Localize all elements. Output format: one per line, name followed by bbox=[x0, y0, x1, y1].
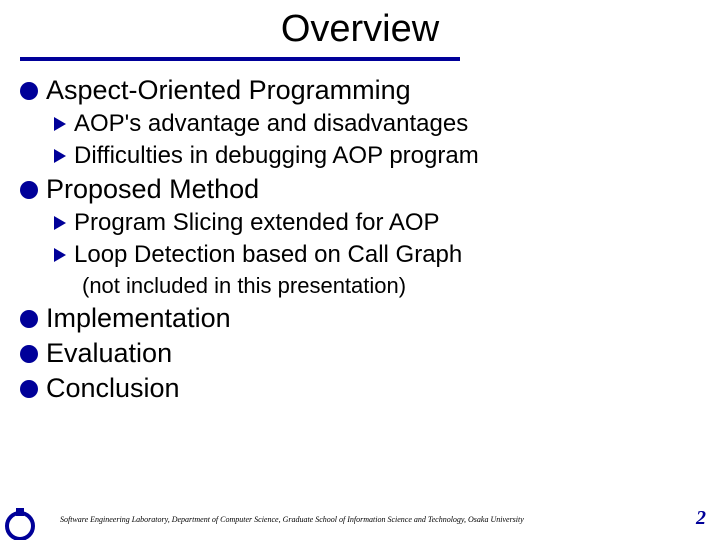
triangle-bullet-icon bbox=[54, 117, 66, 131]
l1-text: Proposed Method bbox=[46, 174, 259, 205]
l2-text: AOP's advantage and disadvantages bbox=[74, 110, 468, 138]
bullet-l1: Evaluation bbox=[20, 338, 720, 369]
circle-bullet-icon bbox=[20, 345, 38, 363]
l1-text: Conclusion bbox=[46, 373, 180, 404]
bullet-l2: Difficulties in debugging AOP program bbox=[54, 142, 720, 170]
triangle-bullet-icon bbox=[54, 149, 66, 163]
page-number: 2 bbox=[696, 507, 706, 530]
logo-icon bbox=[4, 508, 36, 540]
bullet-l2: Program Slicing extended for AOP bbox=[54, 209, 720, 237]
l2-text: Difficulties in debugging AOP program bbox=[74, 142, 479, 170]
bullet-l1: Proposed Method bbox=[20, 174, 720, 205]
bullet-l3-note: (not included in this presentation) bbox=[82, 273, 720, 299]
l1-text: Implementation bbox=[46, 303, 231, 334]
circle-bullet-icon bbox=[20, 82, 38, 100]
bullet-l2: Loop Detection based on Call Graph bbox=[54, 241, 720, 269]
triangle-bullet-icon bbox=[54, 248, 66, 262]
bullet-l1: Aspect-Oriented Programming bbox=[20, 75, 720, 106]
l1-text: Evaluation bbox=[46, 338, 172, 369]
slide-title: Overview bbox=[0, 0, 720, 57]
circle-bullet-icon bbox=[20, 380, 38, 398]
circle-bullet-icon bbox=[20, 181, 38, 199]
circle-bullet-icon bbox=[20, 310, 38, 328]
triangle-bullet-icon bbox=[54, 216, 66, 230]
slide-content: Aspect-Oriented Programming AOP's advant… bbox=[0, 61, 720, 404]
bullet-l1: Conclusion bbox=[20, 373, 720, 404]
l2-text: Program Slicing extended for AOP bbox=[74, 209, 440, 237]
footer-text: Software Engineering Laboratory, Departm… bbox=[60, 515, 524, 524]
l2-text: Loop Detection based on Call Graph bbox=[74, 241, 462, 269]
bullet-l2: AOP's advantage and disadvantages bbox=[54, 110, 720, 138]
l1-text: Aspect-Oriented Programming bbox=[46, 75, 411, 106]
bullet-l1: Implementation bbox=[20, 303, 720, 334]
